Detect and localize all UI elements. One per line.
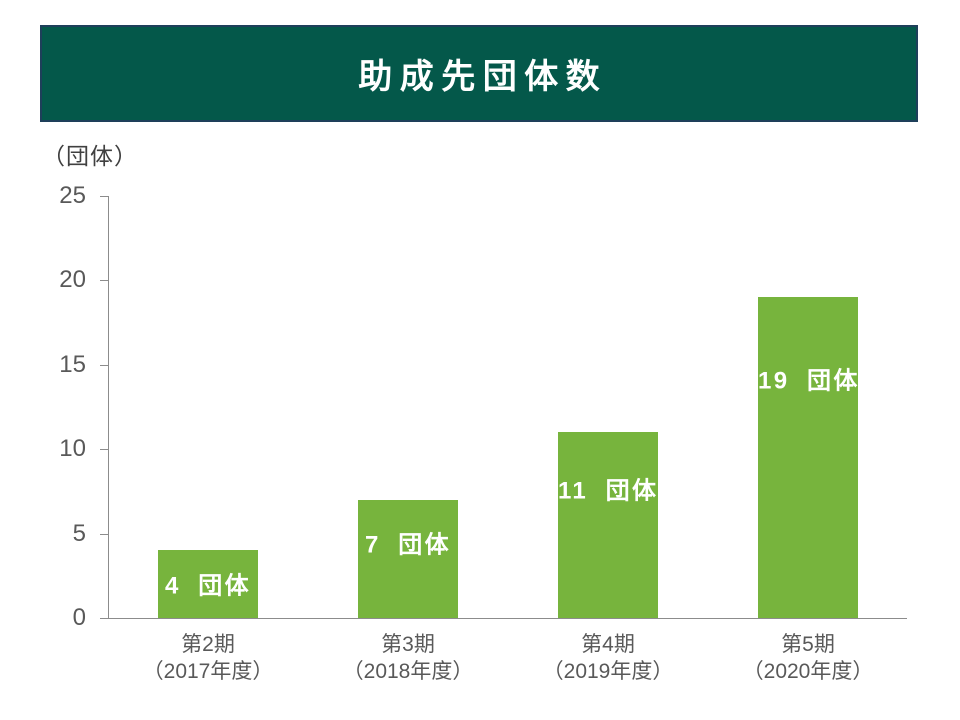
x-axis-category-year: （2020年度） (742, 660, 874, 683)
y-axis-tick-mark (100, 196, 108, 197)
x-axis-category-period: 第5期 (781, 633, 835, 656)
y-axis-tick-label: 25 (59, 182, 86, 209)
y-axis-tick-label: 0 (72, 604, 86, 631)
chart-title: 助成先団体数 (358, 58, 608, 96)
y-axis-unit-label: （団体） (42, 143, 138, 169)
y-axis-tick-label: 15 (59, 350, 86, 378)
bar: 11 団体 (558, 432, 658, 618)
x-axis-line (108, 618, 907, 619)
bar: 7 団体 (358, 499, 458, 618)
x-axis-category-label: 第5期 （2020年度） (708, 631, 908, 685)
y-axis-tick-mark (100, 280, 108, 282)
y-axis-tick-label: 5 (72, 519, 86, 547)
bar-value-label: 19 団体 (758, 367, 860, 395)
x-axis-category-year: （2019年度） (542, 660, 674, 683)
x-axis-category-period: 第4期 (581, 633, 635, 656)
bar-value-label: 4 団体 (164, 572, 251, 600)
y-axis-tick-mark (100, 618, 108, 619)
y-axis-line (108, 196, 109, 618)
bar: 19 団体 (758, 297, 858, 618)
x-axis-category-label: 第3期 （2018年度） (308, 631, 508, 685)
x-axis-category-period: 第3期 (381, 633, 435, 656)
x-axis-category-year: （2018年度） (342, 660, 474, 683)
chart-title-banner: 助成先団体数 (40, 25, 918, 122)
y-axis-tick-mark (100, 449, 108, 451)
bar-value-label: 11 団体 (558, 477, 659, 505)
x-axis-category-year: （2017年度） (142, 660, 274, 683)
y-axis-tick-label: 20 (59, 266, 86, 294)
x-axis-category-label: 第2期 （2017年度） (108, 631, 308, 685)
y-axis-tick-label: 10 (59, 435, 86, 463)
y-axis-tick-mark (100, 364, 108, 366)
x-axis-category-period: 第2期 (181, 633, 235, 656)
bar: 4 団体 (158, 550, 258, 618)
y-axis-tick-mark (100, 533, 108, 535)
x-axis-category-label: 第4期 （2019年度） (508, 631, 708, 685)
bar-value-label: 7 団体 (364, 531, 451, 559)
